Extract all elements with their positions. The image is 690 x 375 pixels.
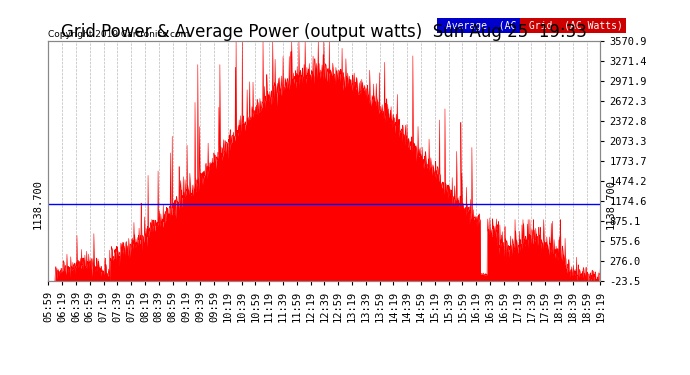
Title: Grid Power & Average Power (output watts)  Sun Aug 25  19:33: Grid Power & Average Power (output watts… [61,23,587,41]
Text: 1138.700: 1138.700 [33,178,43,229]
Text: Average  (AC Watts): Average (AC Watts) [440,21,558,31]
Text: 1138.700: 1138.700 [606,178,615,229]
Text: Grid  (AC Watts): Grid (AC Watts) [523,21,623,31]
Text: Copyright 2019 Cartronics.com: Copyright 2019 Cartronics.com [48,30,190,39]
